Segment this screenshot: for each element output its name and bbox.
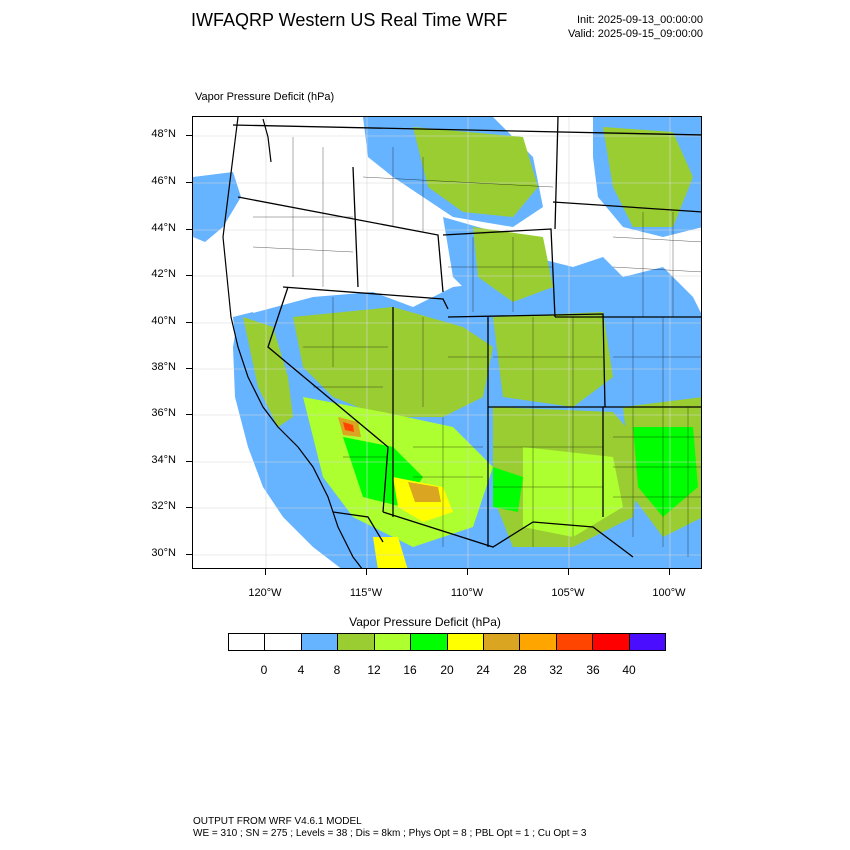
vpd-region-olive-calif (243, 317, 293, 427)
lon-tick (568, 569, 569, 575)
colorbar-label: 8 (333, 663, 341, 677)
lat-label: 36°N (151, 407, 176, 419)
vpd-region-blue-nw (193, 172, 241, 242)
lat-tick (186, 368, 192, 369)
vpd-region-yellow-baja (373, 537, 408, 568)
vpd-region-blue-coast (233, 312, 273, 447)
lon-label: 110°W (450, 587, 484, 599)
lon-label: 105°W (551, 587, 585, 599)
colorbar-title: Vapor Pressure Deficit (hPa) (349, 615, 501, 629)
lat-tick (186, 275, 192, 276)
vpd-region-green-nm (493, 467, 523, 512)
lon-tick (467, 569, 468, 575)
colorbar-label: 0 (260, 663, 268, 677)
lat-label: 38°N (151, 361, 176, 373)
lon-tick (669, 569, 670, 575)
vpd-map (193, 117, 701, 568)
vpd-region-gold-az (408, 482, 441, 502)
chart-title: IWFAQRP Western US Real Time WRF (191, 10, 508, 30)
colorbar-label: 16 (403, 663, 417, 677)
lat-tick (186, 229, 192, 230)
colorbar-swatch (411, 634, 448, 650)
county-borders (252, 137, 701, 557)
vpd-region-olive-colorado (493, 312, 613, 407)
colorbar-swatch (447, 634, 484, 650)
colorbar (228, 633, 666, 651)
graticule (193, 117, 701, 568)
lon-label: 100°W (652, 587, 686, 599)
colorbar-swatch (301, 634, 339, 650)
lat-label: 40°N (151, 315, 176, 327)
lat-tick (186, 135, 192, 136)
vpd-region-orange-mojave (343, 422, 354, 432)
colorbar-label: 36 (586, 663, 600, 677)
lat-label: 42°N (151, 268, 176, 280)
colorbar-label: 40 (622, 663, 636, 677)
vpd-region-green-ok (633, 427, 698, 517)
colorbar-swatch (556, 634, 594, 650)
footer-config: WE = 310 ; SN = 275 ; Levels = 38 ; Dis … (193, 828, 587, 839)
lon-tick (265, 569, 266, 575)
colorbar-label: 4 (297, 663, 305, 677)
lat-tick (186, 182, 192, 183)
vpd-region-olive-montana (413, 127, 538, 217)
lat-tick (186, 554, 192, 555)
map-panel (192, 116, 702, 569)
lat-label: 44°N (151, 222, 176, 234)
colorbar-label: 20 (440, 663, 454, 677)
lon-label: 115°W (349, 587, 383, 599)
footer-model: OUTPUT FROM WRF V4.6.1 MODEL (193, 816, 362, 827)
colorbar-swatch (338, 634, 375, 650)
colorbar-swatch (593, 634, 630, 650)
lat-tick (186, 461, 192, 462)
colorbar-label: 28 (513, 663, 527, 677)
coastline (222, 117, 363, 568)
colorbar-swatch (629, 634, 666, 650)
colorbar-label: 12 (367, 663, 381, 677)
vpd-region-olive-dakotas (603, 127, 693, 227)
lat-label: 46°N (151, 175, 176, 187)
lat-label: 48°N (151, 128, 176, 140)
lat-label: 32°N (151, 500, 176, 512)
lat-tick (186, 322, 192, 323)
colorbar-swatch (229, 634, 266, 650)
lon-label: 120°W (248, 587, 282, 599)
lat-tick (186, 414, 192, 415)
colorbar-swatch (520, 634, 557, 650)
init-time: Init: 2025-09-13_00:00:00 (577, 14, 703, 26)
colorbar-swatch (374, 634, 412, 650)
state-borders (232, 117, 701, 558)
lat-tick (186, 507, 192, 508)
lat-label: 30°N (151, 547, 176, 559)
field-label: Vapor Pressure Deficit (hPa) (195, 91, 335, 103)
lat-label: 34°N (151, 454, 176, 466)
valid-time: Valid: 2025-09-15_09:00:00 (568, 28, 703, 40)
colorbar-swatch (265, 634, 302, 650)
colorbar-swatch (483, 634, 521, 650)
colorbar-label: 24 (476, 663, 490, 677)
colorbar-label: 32 (549, 663, 563, 677)
lon-tick (366, 569, 367, 575)
